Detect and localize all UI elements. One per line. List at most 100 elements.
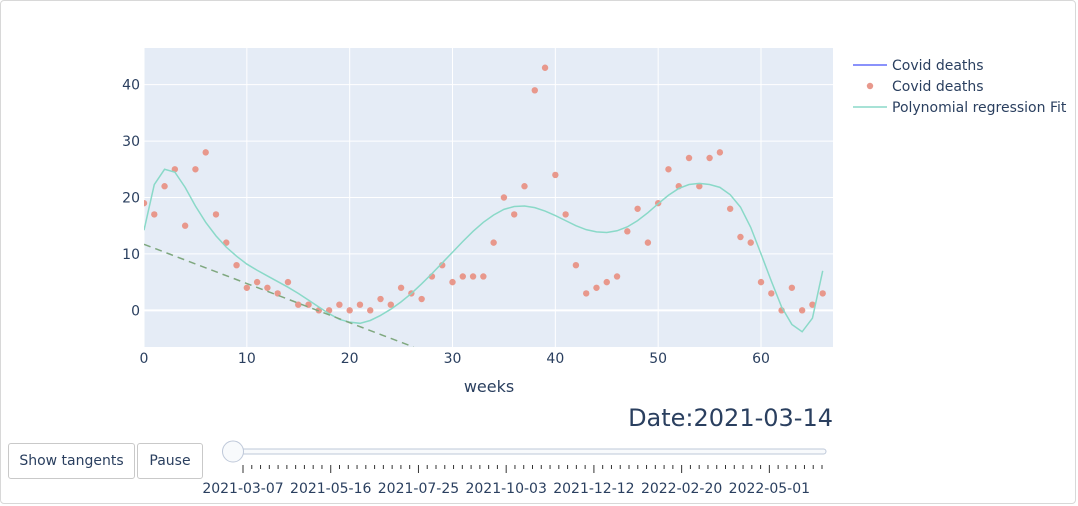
data-point (706, 154, 713, 162)
x-tick-label: 50 (649, 351, 667, 367)
data-point (367, 307, 374, 314)
show-tangents-button[interactable]: Show tangents (8, 443, 135, 479)
y-tick-label: 40 (122, 78, 140, 94)
legend-label: Polynomial regression Fit (892, 100, 1067, 116)
y-tick-label: 20 (122, 191, 140, 207)
data-point (346, 307, 353, 314)
data-point (223, 239, 230, 246)
series-group (144, 64, 826, 347)
tangent-line (144, 243, 414, 347)
data-point (788, 284, 796, 291)
slider-date-label: 2021-03-07 (202, 481, 283, 497)
data-point (449, 278, 456, 286)
data-point (151, 211, 158, 218)
series-layer (144, 64, 826, 347)
data-point (490, 239, 497, 246)
data-point (500, 194, 508, 201)
data-point (665, 166, 672, 173)
data-point (284, 278, 292, 286)
data-point (418, 295, 425, 303)
slider-handle[interactable] (222, 440, 244, 463)
x-tick-label: 40 (546, 351, 564, 367)
x-tick-label: 20 (341, 351, 359, 367)
data-point (144, 199, 148, 207)
data-point (603, 278, 610, 286)
fit-line (144, 168, 824, 333)
x-tick-label: 30 (444, 351, 462, 367)
data-point (696, 183, 703, 190)
legend-item[interactable]: Covid deaths (853, 58, 984, 74)
data-point (161, 183, 168, 190)
data-point (264, 284, 271, 291)
data-point (511, 211, 518, 218)
slider-rail[interactable] (231, 448, 827, 455)
data-point (613, 273, 621, 280)
data-point (582, 290, 590, 297)
slider-date-label: 2021-10-03 (465, 481, 546, 497)
tick-labels: 0 10 20 30 40 50 60 0 10 20 30 40 (122, 78, 770, 367)
data-point (757, 278, 765, 286)
x-tick-label: 10 (238, 351, 256, 367)
data-point (336, 301, 343, 308)
data-point (624, 228, 631, 235)
legend-marker (866, 82, 874, 90)
data-point (593, 284, 600, 291)
data-point (562, 211, 569, 218)
y-tick-label: 30 (122, 134, 140, 150)
chart: 0 10 20 30 40 50 60 0 10 20 30 40 weeks Covid death… (122, 48, 1067, 396)
slider-date-label: 2022-05-01 (729, 481, 810, 497)
data-point (685, 154, 693, 162)
data-point (480, 273, 487, 280)
data-point (274, 290, 281, 297)
data-point (459, 273, 466, 280)
data-point (572, 261, 580, 269)
data-point (634, 205, 641, 212)
data-point (819, 290, 826, 297)
y-tick-label: 0 (131, 303, 140, 319)
data-point (295, 301, 302, 308)
data-point (171, 166, 179, 173)
data-point (212, 211, 220, 218)
data-point (552, 171, 559, 179)
data-point (726, 205, 734, 212)
slider-date-label: 2021-12-12 (553, 481, 634, 497)
data-point (202, 149, 209, 156)
slider-date-label: 2021-05-16 (290, 481, 371, 497)
data-point (531, 87, 538, 94)
data-point (541, 64, 549, 71)
x-tick-label: 0 (140, 351, 149, 367)
y-tick-label: 10 (122, 247, 140, 263)
data-point (737, 233, 744, 241)
slider-labels: 2021-03-07 2021-05-16 2021-07-25 2021-10-03… (202, 481, 810, 497)
data-point (798, 307, 806, 314)
data-point (233, 261, 240, 269)
data-point (243, 284, 251, 291)
data-point (387, 301, 395, 308)
current-date-label: Date:2021-03-14 (628, 404, 833, 432)
data-point (521, 183, 528, 190)
data-point (716, 149, 724, 156)
data-point (469, 273, 477, 280)
data-point (181, 222, 189, 229)
x-tick-label: 60 (752, 351, 770, 367)
slider-date-label: 2021-07-25 (378, 481, 459, 497)
data-point (377, 295, 384, 303)
data-point (747, 239, 754, 246)
legend[interactable]: Covid deaths Covid deaths Polynomial regre… (853, 58, 1067, 116)
date-slider[interactable]: 2021-03-07 2021-05-16 2021-07-25 2021-10-03… (0, 436, 1078, 506)
pause-button[interactable]: Pause (137, 443, 203, 479)
legend-label: Covid deaths (892, 58, 984, 74)
legend-item[interactable]: Covid deaths (866, 79, 984, 95)
slider-date-label: 2022-02-20 (641, 481, 722, 497)
legend-item[interactable]: Polynomial regression Fit (853, 100, 1067, 116)
x-axis-label: weeks (464, 377, 514, 396)
data-point (768, 290, 775, 297)
data-point (253, 278, 261, 286)
data-point (356, 301, 364, 308)
data-point (192, 166, 199, 173)
data-point (809, 301, 816, 308)
data-point (397, 284, 405, 291)
data-point (644, 239, 652, 246)
grid (143, 48, 833, 347)
